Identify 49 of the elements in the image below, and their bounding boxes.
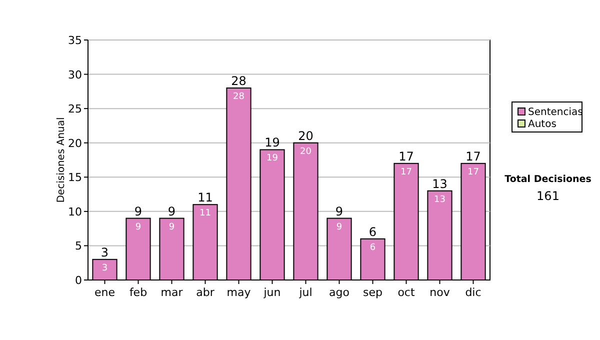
- x-tick-label: jun: [262, 286, 281, 299]
- x-tick-label: ene: [94, 286, 116, 299]
- data-label: 9: [135, 222, 142, 232]
- y-tick-label: 5: [75, 240, 82, 253]
- text: 161: [536, 189, 560, 203]
- legend-label: Autos: [528, 119, 556, 130]
- x-tick-label: mar: [160, 286, 184, 299]
- data-label: 28: [233, 92, 245, 102]
- data-label: 9: [168, 222, 175, 232]
- total-label: 28: [231, 74, 246, 88]
- total-label: 13: [432, 176, 448, 191]
- legend-label: Sentencias: [528, 107, 583, 118]
- total-label: 9: [335, 204, 344, 218]
- data-label: 6: [370, 242, 376, 253]
- y-tick-label: 0: [75, 274, 82, 287]
- x-tick-label: nov: [430, 286, 450, 299]
- data-label: 17: [400, 167, 412, 178]
- data-label: 3: [102, 263, 108, 274]
- y-tick-label: 15: [68, 171, 82, 184]
- total-label: 6: [368, 224, 377, 239]
- data-label: 17: [468, 167, 479, 178]
- total-label: 17: [466, 149, 481, 164]
- data-label: 9: [336, 222, 342, 232]
- x-tick-label: dic: [465, 286, 482, 299]
- y-tick-label: 35: [68, 34, 82, 47]
- total-label: 3: [100, 245, 109, 260]
- y-tick-label: 25: [68, 102, 82, 116]
- total-label: 9: [168, 204, 176, 218]
- x-tick-label: abr: [196, 286, 215, 299]
- text: Total Decisiones: [504, 174, 592, 185]
- data-label: 11: [200, 208, 211, 219]
- total-label: 17: [398, 149, 414, 164]
- x-tick-label: may: [226, 286, 252, 299]
- x-tick-label: feb: [129, 286, 148, 299]
- y-axis-title: Decisiones Anual: [56, 117, 67, 203]
- data-label: 20: [300, 146, 312, 157]
- y-tick-label: 20: [68, 136, 82, 150]
- total-label: 19: [264, 136, 280, 150]
- data-label: 13: [434, 194, 446, 205]
- total-label: 20: [298, 128, 314, 143]
- y-tick-label: 10: [68, 205, 82, 218]
- x-tick-label: sep: [363, 286, 383, 299]
- data-label: 19: [266, 154, 278, 164]
- y-tick-label: 30: [68, 68, 82, 82]
- total-label: 11: [198, 190, 213, 205]
- x-tick-label: jul: [298, 286, 312, 299]
- total-label: 9: [134, 204, 142, 218]
- x-tick-label: ago: [329, 286, 350, 299]
- x-tick-label: oct: [398, 286, 416, 299]
